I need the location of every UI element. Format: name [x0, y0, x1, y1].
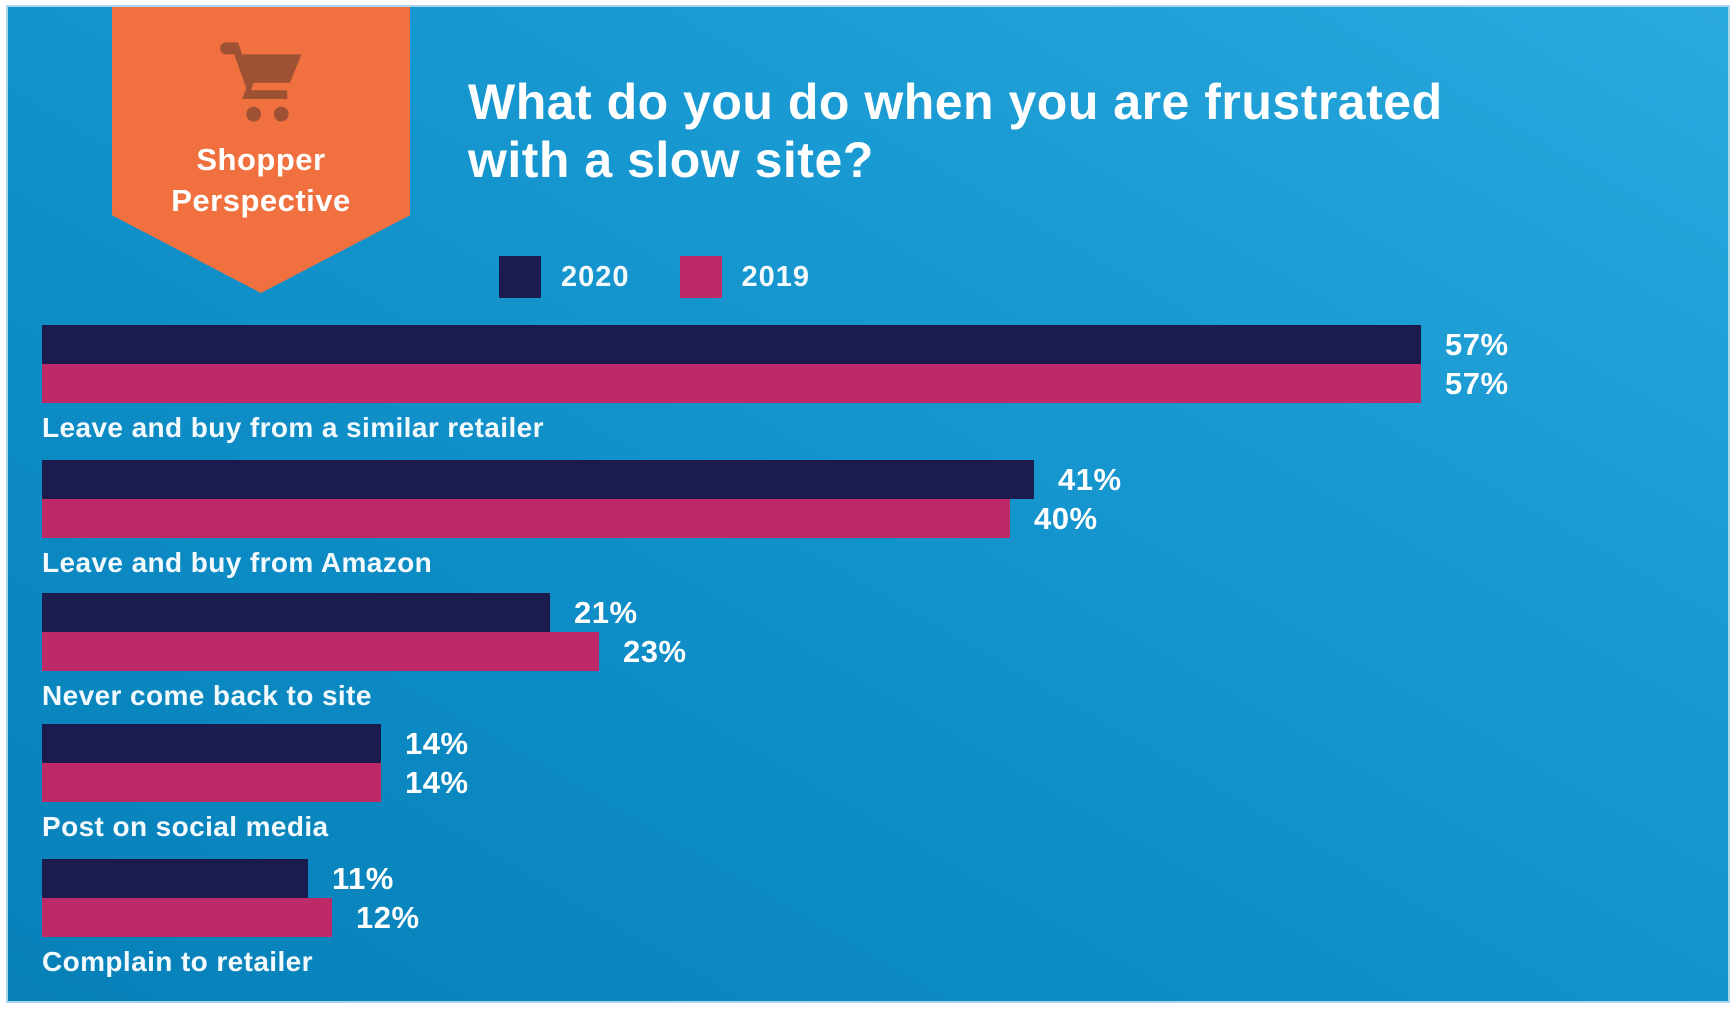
bar-row-2020: 21%: [42, 593, 687, 632]
bar-group: 21% 23% Never come back to site: [42, 593, 687, 712]
banner-label-line1: Shopper: [196, 142, 326, 177]
bar-category-label: Leave and buy from a similar retailer: [42, 412, 544, 443]
bar-category-label: Post on social media: [42, 811, 329, 842]
bar-group: 14% 14% Post on social media: [42, 724, 469, 843]
banner-label: Shopper Perspective: [112, 140, 410, 222]
infographic-panel: Shopper Perspective What do you do when …: [6, 5, 1730, 1003]
bar-value-label: 12%: [356, 899, 420, 935]
shopping-cart-icon: [220, 42, 302, 122]
bar-2019: [42, 763, 381, 802]
bar-row-2019: 23%: [42, 632, 687, 671]
chart-title-line2: with a slow site?: [468, 132, 874, 188]
bar-value-label: 21%: [574, 594, 638, 630]
legend-item-2019: 2019: [679, 256, 811, 298]
legend-swatch-2019: [679, 256, 722, 298]
bar-row-2020: 41%: [42, 460, 1122, 499]
chart-title-line1: What do you do when you are frustrated: [468, 74, 1443, 130]
bar-row-2020: 57%: [42, 325, 1509, 364]
bar-value-label: 40%: [1034, 500, 1098, 536]
chart-title: What do you do when you are frustrated w…: [468, 73, 1443, 189]
bar-row-2019: 14%: [42, 763, 469, 802]
legend-item-2020: 2020: [499, 256, 630, 298]
banner-label-line2: Perspective: [171, 182, 351, 218]
bar-2019: [42, 898, 332, 937]
bar-2020: [42, 460, 1034, 499]
bar-row-2020: 14%: [42, 724, 469, 763]
bar-2019: [42, 632, 599, 671]
bar-group: 57% 57% Leave and buy from a similar retai…: [42, 325, 1509, 444]
bar-2020: [42, 724, 381, 763]
bar-group: 41% 40% Leave and buy from Amazon: [42, 460, 1122, 579]
bar-value-label: 57%: [1445, 326, 1509, 362]
bar-group: 11% 12% Complain to retailer: [42, 859, 420, 978]
bar-row-2020: 11%: [42, 859, 420, 898]
shopper-perspective-banner: Shopper Perspective: [112, 7, 410, 293]
bar-row-2019: 12%: [42, 898, 420, 937]
bar-2019: [42, 499, 1010, 538]
bar-2020: [42, 593, 550, 632]
bar-row-2019: 40%: [42, 499, 1122, 538]
bar-2020: [42, 325, 1421, 364]
bar-2019: [42, 364, 1421, 403]
bar-2020: [42, 859, 308, 898]
legend-label-2020: 2020: [561, 260, 630, 293]
bar-value-label: 23%: [623, 633, 687, 669]
bar-value-label: 41%: [1058, 461, 1122, 497]
bar-category-label: Complain to retailer: [42, 946, 313, 977]
legend: 2020 2019: [499, 256, 810, 298]
bar-value-label: 14%: [405, 764, 469, 800]
bar-value-label: 57%: [1445, 365, 1509, 401]
legend-label-2019: 2019: [741, 260, 811, 293]
bar-value-label: 14%: [405, 725, 469, 761]
bar-value-label: 11%: [332, 860, 394, 896]
bar-category-label: Never come back to site: [42, 680, 372, 711]
bar-row-2019: 57%: [42, 364, 1509, 403]
legend-swatch-2020: [499, 256, 541, 298]
bar-category-label: Leave and buy from Amazon: [42, 547, 433, 578]
